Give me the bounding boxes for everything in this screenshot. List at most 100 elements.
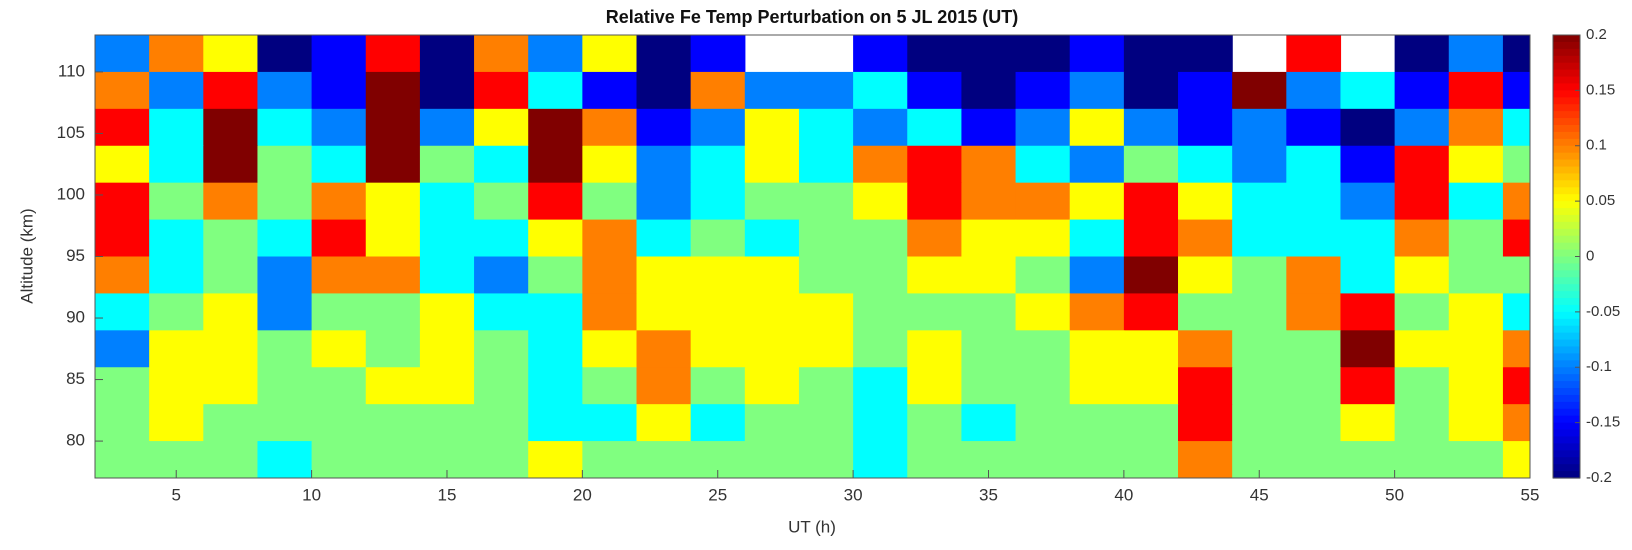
heatmap-cell	[582, 71, 638, 110]
heatmap-cell	[365, 182, 421, 221]
heatmap-cell	[1178, 367, 1233, 405]
heatmap-cell	[1015, 293, 1071, 331]
heatmap-cell	[744, 293, 800, 331]
heatmap-cell	[798, 367, 854, 405]
heatmap-cell	[690, 71, 746, 110]
heatmap-cell	[907, 71, 963, 110]
heatmap-cell	[1448, 256, 1504, 295]
x-tick-label: 40	[1114, 485, 1133, 504]
heatmap-cell	[1178, 441, 1233, 478]
heatmap-cell	[419, 219, 475, 258]
heatmap-cell	[582, 330, 638, 368]
heatmap-cell	[582, 441, 638, 478]
heatmap-cell	[203, 145, 259, 184]
heatmap-cell	[311, 145, 367, 184]
heatmap-cell	[1340, 367, 1396, 405]
heatmap-cell	[474, 256, 529, 295]
heatmap-cell	[1123, 182, 1179, 221]
heatmap-cell	[1178, 330, 1233, 368]
x-tick-label: 20	[573, 485, 592, 504]
heatmap-cell	[1448, 404, 1504, 442]
heatmap-cell	[203, 367, 259, 405]
heatmap-cell	[853, 108, 908, 147]
heatmap-cell	[798, 404, 854, 442]
heatmap-cell	[798, 145, 854, 184]
colorbar-swatch	[1553, 298, 1580, 306]
heatmap-cell	[203, 35, 259, 73]
heatmap-cell	[365, 108, 421, 147]
colorbar-swatch	[1553, 436, 1580, 444]
heatmap-cell	[311, 441, 367, 478]
heatmap-cell	[1232, 330, 1287, 368]
heatmap-cell	[1015, 367, 1071, 405]
heatmap-cell	[798, 219, 854, 258]
heatmap-cell	[1394, 441, 1450, 478]
heatmap-cell	[961, 404, 1017, 442]
colorbar-swatch	[1553, 228, 1580, 237]
heatmap-cell	[1178, 35, 1233, 73]
heatmap-cell	[1015, 404, 1071, 442]
heatmap-cell	[474, 145, 529, 184]
heatmap-cell	[853, 256, 908, 295]
heatmap-cell	[853, 219, 908, 258]
colorbar-swatch	[1553, 173, 1580, 181]
heatmap-cell	[257, 367, 313, 405]
colorbar-swatch	[1553, 76, 1580, 85]
heatmap-cell	[1069, 256, 1125, 295]
colorbar-swatch	[1553, 124, 1580, 133]
heatmap-cell	[853, 293, 908, 331]
colorbar-tick-label: 0.05	[1586, 192, 1615, 209]
heatmap-cell	[1232, 71, 1287, 110]
heatmap-cell	[1178, 404, 1233, 442]
heatmap-cell	[419, 293, 475, 331]
x-tick-label: 50	[1385, 485, 1404, 504]
heatmap-cell	[1502, 35, 1530, 73]
heatmap-cell	[582, 293, 638, 331]
heatmap-cell	[1394, 330, 1450, 368]
heatmap-cell	[95, 182, 150, 221]
heatmap-cell	[798, 108, 854, 147]
heatmap-cell	[95, 256, 150, 295]
heatmap-cell	[1232, 219, 1287, 258]
colorbar-swatch	[1553, 62, 1580, 71]
heatmap-cell	[690, 108, 746, 147]
heatmap-cell	[1015, 182, 1071, 221]
heatmap-cell	[149, 330, 204, 368]
heatmap-cell	[907, 367, 963, 405]
heatmap-cell	[365, 293, 421, 331]
heatmap-cell	[1340, 219, 1396, 258]
heatmap-cell	[1286, 293, 1342, 331]
colorbar-swatch	[1553, 180, 1580, 188]
colorbar-swatch	[1553, 55, 1580, 64]
colorbar-swatch	[1553, 41, 1580, 50]
heatmap-cell	[744, 145, 800, 184]
heatmap-cell	[690, 293, 746, 331]
heatmap-cell	[257, 404, 313, 442]
heatmap-cell	[419, 256, 475, 295]
y-tick-label: 95	[66, 246, 85, 265]
heatmap-cell	[149, 108, 204, 147]
heatmap-cell	[1502, 182, 1530, 221]
heatmap-cell	[95, 219, 150, 258]
heatmap-cell	[1286, 71, 1342, 110]
heatmap-cell	[853, 367, 908, 405]
heatmap-cell	[1178, 182, 1233, 221]
heatmap-cell	[1448, 219, 1504, 258]
y-tick-label: 90	[66, 308, 85, 327]
heatmap-cell	[203, 71, 259, 110]
heatmap-cell	[690, 182, 746, 221]
heatmap-cell	[636, 71, 692, 110]
heatmap-cell	[365, 330, 421, 368]
heatmap-cell	[203, 256, 259, 295]
heatmap-cell	[1178, 71, 1233, 110]
heatmap-cell	[1123, 441, 1179, 478]
colorbar-swatch	[1553, 48, 1580, 57]
colorbar-swatch	[1553, 145, 1580, 154]
x-tick-label: 5	[171, 485, 180, 504]
heatmap-cell	[1502, 441, 1530, 478]
heatmap-cell	[419, 404, 475, 442]
heatmap-cell	[1286, 441, 1342, 478]
heatmap-cell	[149, 404, 204, 442]
heatmap-cell	[1232, 367, 1287, 405]
heatmap-cell	[419, 182, 475, 221]
